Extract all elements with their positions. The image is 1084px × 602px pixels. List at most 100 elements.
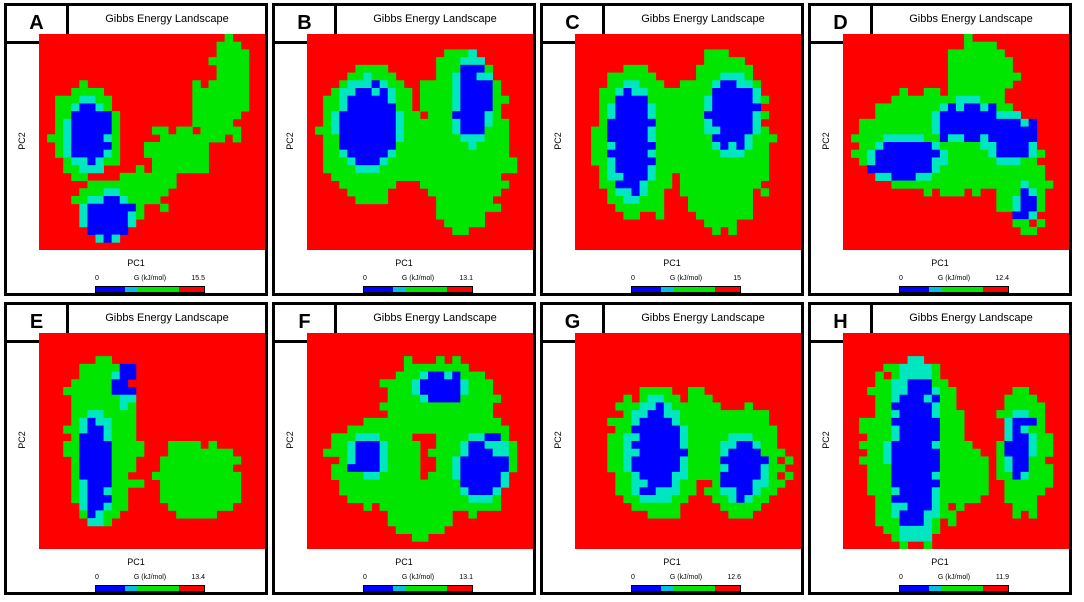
heatmap-cell bbox=[176, 502, 185, 511]
heatmap-cell bbox=[460, 64, 469, 73]
heatmap-cell bbox=[867, 149, 876, 158]
heatmap-cell bbox=[468, 510, 477, 519]
heatmap-cell bbox=[939, 165, 949, 174]
heatmap-cell bbox=[671, 103, 681, 112]
heatmap-cell bbox=[899, 387, 908, 396]
heatmap-cell bbox=[95, 464, 104, 473]
heatmap-cell bbox=[891, 180, 900, 189]
heatmap-cell bbox=[1028, 394, 1038, 403]
heatmap-cell bbox=[623, 425, 632, 434]
heatmap-cell bbox=[931, 149, 941, 158]
heatmap-cell bbox=[460, 425, 469, 434]
heatmap-cell bbox=[508, 157, 518, 166]
heatmap-cell bbox=[111, 487, 121, 496]
heatmap-cell bbox=[891, 172, 900, 181]
heatmap-cell bbox=[395, 165, 405, 174]
heatmap-cell bbox=[972, 57, 981, 66]
heatmap-cell bbox=[168, 441, 177, 450]
heatmap-cell bbox=[87, 464, 96, 473]
heatmap-cell bbox=[744, 196, 753, 205]
heatmap-cell bbox=[1020, 448, 1030, 457]
heatmap-cell bbox=[956, 88, 965, 97]
heatmap-cell bbox=[192, 165, 201, 174]
heatmap-cell bbox=[1004, 417, 1013, 426]
heatmap-cell bbox=[355, 433, 364, 442]
heatmap-cell bbox=[452, 88, 461, 97]
heatmap-cell bbox=[712, 425, 721, 434]
heatmap-cell bbox=[216, 479, 226, 488]
heatmap-cell bbox=[947, 188, 957, 197]
heatmap-cell bbox=[224, 111, 234, 120]
heatmap-cell bbox=[1012, 487, 1021, 496]
heatmap-cell bbox=[95, 188, 104, 197]
heatmap-cell bbox=[71, 487, 80, 496]
heatmap-cell bbox=[87, 103, 96, 112]
heatmap-cell bbox=[420, 80, 429, 89]
heatmap-cell bbox=[95, 487, 104, 496]
heatmap-cell bbox=[736, 111, 745, 120]
heatmap-cell bbox=[891, 111, 900, 120]
heatmap-cell bbox=[915, 165, 925, 174]
heatmap-cell bbox=[760, 188, 770, 197]
heatmap-cell bbox=[704, 118, 713, 127]
heatmap-cell bbox=[111, 510, 121, 519]
heatmap-cell bbox=[655, 142, 665, 151]
heatmap-cell bbox=[639, 149, 649, 158]
heatmap-cell bbox=[647, 502, 657, 511]
heatmap-cell bbox=[508, 165, 518, 174]
heatmap-cell bbox=[891, 410, 900, 419]
heatmap-cell bbox=[891, 441, 900, 450]
heatmap-cell bbox=[176, 441, 185, 450]
heatmap-cell bbox=[476, 88, 485, 97]
heatmap-cell bbox=[956, 111, 965, 120]
heatmap-cell bbox=[663, 180, 673, 189]
heatmap-cell bbox=[216, 95, 226, 104]
heatmap-cell bbox=[1036, 188, 1046, 197]
heatmap-cell bbox=[403, 165, 413, 174]
heatmap-cell bbox=[915, 471, 925, 480]
heatmap-cell bbox=[232, 471, 242, 480]
heatmap-cell bbox=[436, 479, 445, 488]
colorbar-segment bbox=[673, 287, 716, 292]
heatmap-cell bbox=[947, 95, 957, 104]
heatmap-cell bbox=[1028, 433, 1038, 442]
heatmap-cell bbox=[956, 433, 965, 442]
heatmap-cell bbox=[655, 95, 665, 104]
heatmap-cell bbox=[119, 203, 129, 212]
heatmap-cell bbox=[500, 157, 510, 166]
heatmap-cell bbox=[688, 402, 697, 411]
heatmap-cell bbox=[452, 142, 461, 151]
heatmap-cell bbox=[403, 502, 413, 511]
heatmap-cell bbox=[168, 448, 177, 457]
heatmap-cell bbox=[484, 95, 494, 104]
heatmap-cell bbox=[996, 471, 1005, 480]
heatmap-cell bbox=[468, 471, 477, 480]
heatmap-cell bbox=[704, 394, 713, 403]
heatmap-cell bbox=[363, 471, 372, 480]
heatmap-cell bbox=[744, 410, 753, 419]
heatmap-cell bbox=[1028, 441, 1038, 450]
heatmap-cell bbox=[655, 88, 665, 97]
heatmap-cell bbox=[460, 196, 469, 205]
heatmap-cell bbox=[152, 172, 161, 181]
heatmap-cell bbox=[1028, 479, 1038, 488]
heatmap-cell bbox=[899, 149, 908, 158]
heatmap-cell bbox=[939, 479, 949, 488]
heatmap-cell bbox=[103, 234, 113, 243]
heatmap-cell bbox=[371, 157, 381, 166]
heatmap-cell bbox=[492, 172, 502, 181]
heatmap-cell bbox=[484, 425, 494, 434]
heatmap-cell bbox=[663, 425, 673, 434]
heatmap-cell bbox=[615, 95, 624, 104]
colorbar-max: 15.5 bbox=[191, 275, 205, 282]
heatmap-cell bbox=[95, 180, 104, 189]
heatmap-cell bbox=[79, 510, 88, 519]
heatmap-cell bbox=[1036, 448, 1046, 457]
heatmap-cell bbox=[907, 510, 917, 519]
heatmap-cell bbox=[655, 387, 665, 396]
heatmap-cell bbox=[127, 456, 137, 465]
heatmap-cell bbox=[720, 219, 729, 228]
colorbar-segment bbox=[941, 586, 984, 591]
heatmap-cell bbox=[1004, 80, 1013, 89]
heatmap-cell bbox=[95, 88, 104, 97]
